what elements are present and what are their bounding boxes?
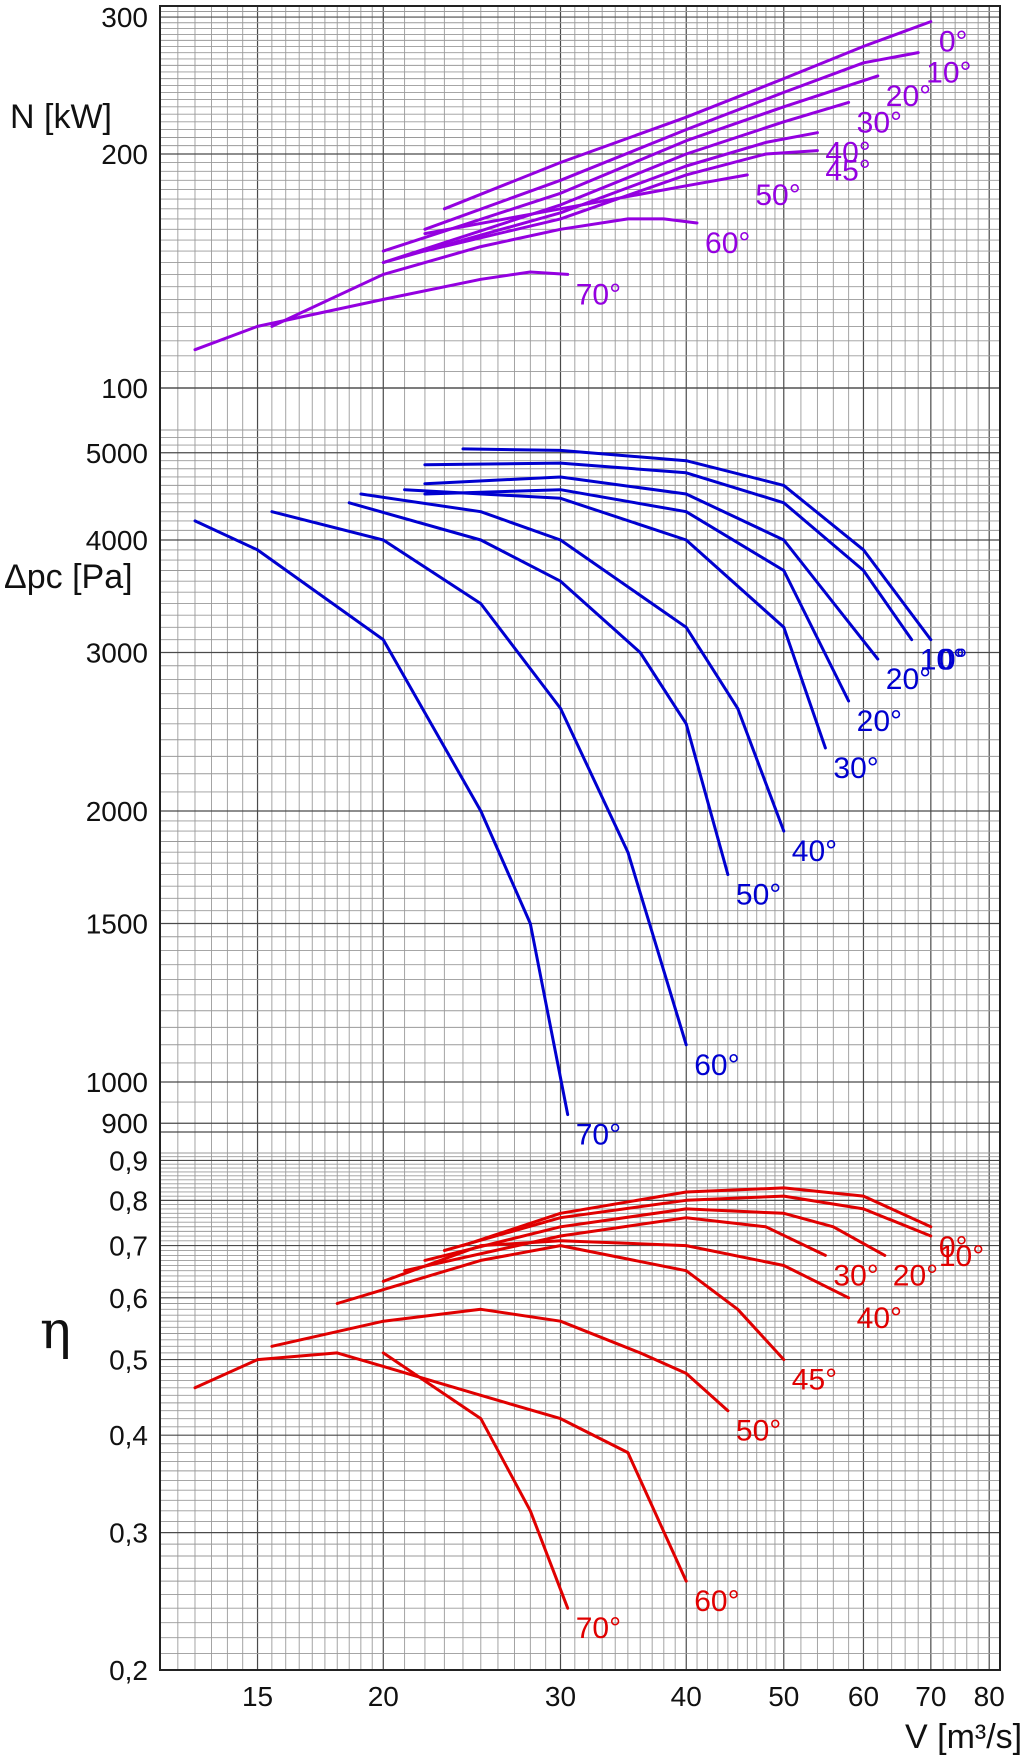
series-label: 50° (736, 879, 781, 912)
series-label: 60° (705, 227, 750, 260)
y-tick-label: 4000 (86, 525, 148, 556)
series-label: 60° (694, 1049, 739, 1082)
y-tick-label: 2000 (86, 796, 148, 827)
series-curve (423, 488, 851, 703)
series-curve (403, 488, 827, 750)
series-curve (359, 492, 786, 833)
series-curve (461, 1186, 933, 1248)
series-label: 30° (857, 106, 902, 139)
y-tick-label: 300 (101, 2, 148, 33)
y-tick-label: 0,4 (109, 1420, 148, 1451)
y-tick-label: 0,5 (109, 1345, 148, 1376)
x-tick-label: 60 (848, 1681, 879, 1712)
series-curve (381, 74, 880, 253)
series-curve (193, 519, 570, 1117)
series-curve (270, 1307, 730, 1413)
x-tick-label: 40 (671, 1681, 702, 1712)
series-label: 0° (939, 26, 968, 59)
efficiency-axis-title: η (40, 1301, 71, 1361)
series-label: 10° (926, 57, 971, 90)
series-label: 0° (939, 644, 968, 677)
x-tick-label: 70 (915, 1681, 946, 1712)
series-label: 40° (792, 835, 837, 868)
y-tick-label: 0,9 (109, 1145, 148, 1176)
pressure-axis-title: Δpc [Pa] (4, 558, 133, 596)
y-tick-label: 5000 (86, 438, 148, 469)
series-label: 20° (886, 80, 931, 113)
y-tick-label: 3000 (86, 637, 148, 668)
x-tick-label: 15 (242, 1681, 273, 1712)
series-label: 10° (920, 644, 965, 677)
series-label: 10° (939, 1240, 984, 1273)
y-tick-label: 1000 (86, 1067, 148, 1098)
series-curve (403, 1216, 827, 1273)
series-curve (347, 501, 730, 877)
series-label: 50° (755, 179, 800, 212)
series-label: 0° (939, 1231, 968, 1264)
series-curve (270, 217, 699, 328)
series-label: 60° (694, 1585, 739, 1618)
x-axis-title: V [m³/s] (905, 1718, 1022, 1756)
series-curve (461, 447, 933, 642)
y-tick-label: 0,7 (109, 1231, 148, 1262)
series-curve (423, 1207, 887, 1262)
tick-labels: 100 200 300 900 1000 1500 2000 3000 4000 5000 0,2 0… (86, 2, 1005, 1712)
series-label: 30° (833, 752, 878, 785)
x-tick-label: 80 (974, 1681, 1005, 1712)
grid (159, 5, 1001, 1671)
x-tick-label: 20 (368, 1681, 399, 1712)
series-curve (423, 173, 749, 236)
series-label: 70° (576, 278, 621, 311)
x-tick-label: 30 (545, 1681, 576, 1712)
series-curve (381, 1351, 570, 1610)
y-tick-label: 0,2 (109, 1655, 148, 1686)
series-curve (381, 100, 851, 264)
series-curve (423, 461, 914, 642)
y-tick-label: 200 (101, 139, 148, 170)
series-label: 40° (825, 137, 870, 170)
series-label: 20° (857, 705, 902, 738)
series-curve (381, 131, 819, 264)
curve-labels: 0°10°20°30°40°45°50°60°70°0°10°20°20°30°… (576, 26, 984, 1646)
series-curve (423, 475, 880, 661)
series-curve (442, 1194, 933, 1252)
series-curve (442, 20, 933, 211)
series-curve (423, 149, 819, 253)
y-tick-label: 0,8 (109, 1185, 148, 1216)
series-label: 20° (893, 1259, 938, 1292)
y-tick-label: 0,3 (109, 1518, 148, 1549)
series-label: 40° (857, 1302, 902, 1335)
y-tick-label: 1500 (86, 908, 148, 939)
series-label: 45° (792, 1364, 837, 1397)
series-label: 70° (576, 1612, 621, 1645)
series-label: 45° (825, 155, 870, 188)
series-label: 30° (833, 1259, 878, 1292)
series-curve (381, 1239, 851, 1300)
series-curve (270, 510, 688, 1047)
series-curve (193, 1351, 688, 1583)
series-curve (193, 270, 570, 352)
y-tick-label: 0,6 (109, 1283, 148, 1314)
x-tick-label: 50 (768, 1681, 799, 1712)
series-curve (335, 1244, 786, 1362)
series-curve (423, 51, 920, 231)
y-tick-label: 100 (101, 373, 148, 404)
series-label: 70° (576, 1119, 621, 1152)
plot-frame (159, 5, 1001, 1671)
y-tick-label: 900 (101, 1108, 148, 1139)
series-label: 20° (886, 663, 931, 696)
curves (193, 20, 933, 1610)
series-label: 50° (736, 1415, 781, 1448)
power-axis-title: N [kW] (10, 98, 112, 136)
